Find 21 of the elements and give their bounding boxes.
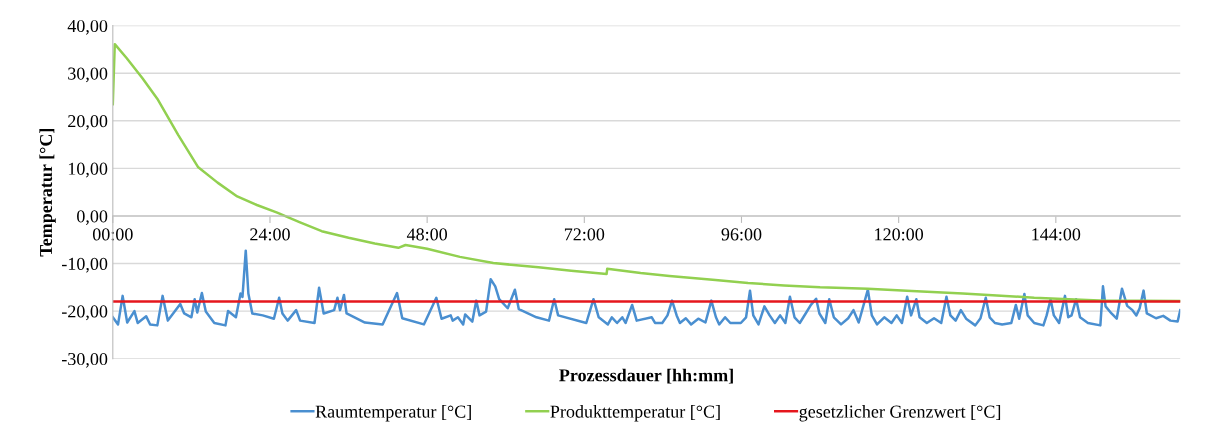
y-tick-label: 40,00 bbox=[67, 19, 108, 35]
x-tick-label: 96:00 bbox=[721, 228, 762, 241]
x-tick-label: 120:00 bbox=[875, 228, 924, 241]
y-tick-label: -20,00 bbox=[61, 305, 108, 321]
y-tick-label: -30,00 bbox=[61, 352, 108, 368]
x-tick-label: 144:00 bbox=[1032, 228, 1081, 241]
y-tick-label: 0,00 bbox=[77, 210, 108, 225]
x-tick-label: 00:00 bbox=[92, 228, 133, 241]
x-tick-label: 24:00 bbox=[250, 228, 290, 241]
y-axis-title: Temperatur [°C] bbox=[39, 128, 56, 257]
legend-label: Produkttemperatur [°C] bbox=[550, 405, 720, 422]
y-tick-label: 30,00 bbox=[68, 67, 108, 83]
legend-label: gesetzlicher Grenzwert [°C] bbox=[799, 405, 1001, 422]
y-tick-label: 20,00 bbox=[68, 115, 108, 130]
legend-label: Raumtemperatur [°C] bbox=[315, 405, 471, 422]
y-tick-label: 10,00 bbox=[68, 162, 108, 178]
line-series bbox=[112, 249, 1181, 327]
x-tick-label: 72:00 bbox=[564, 228, 605, 241]
x-tick-label: 48:00 bbox=[406, 228, 448, 241]
x-axis-title: Prozessdauer [hh:mm] bbox=[559, 368, 733, 384]
y-tick-label: -10,00 bbox=[61, 257, 108, 273]
